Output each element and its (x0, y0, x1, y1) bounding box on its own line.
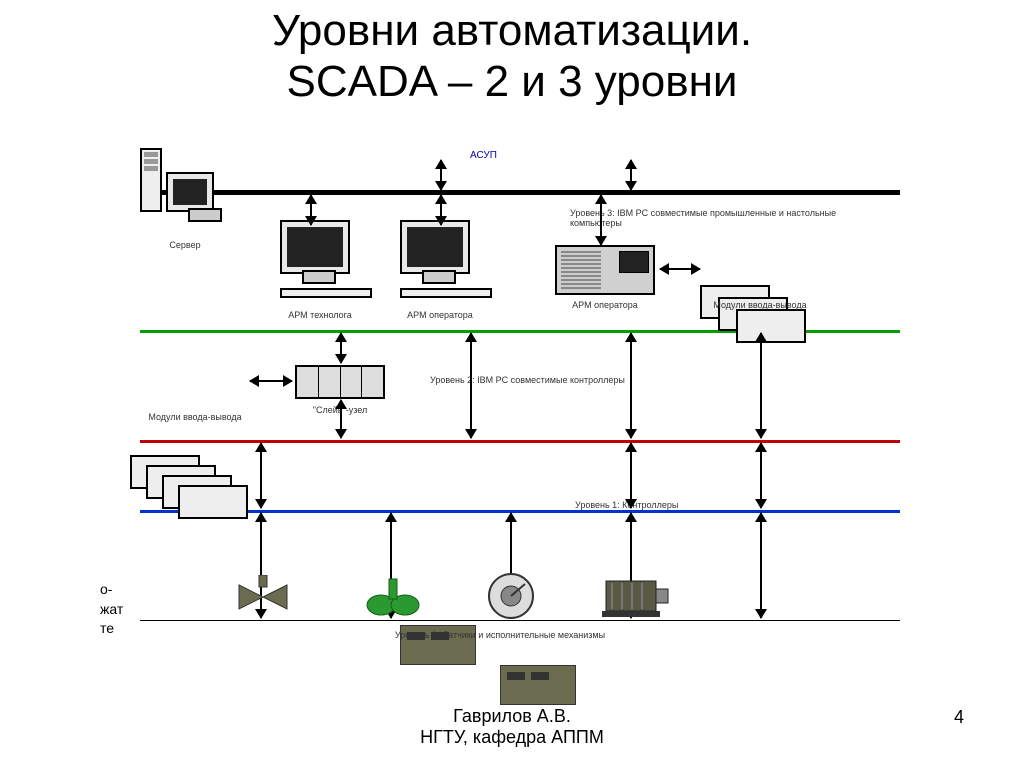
keyboard-icon (280, 288, 372, 298)
rack-grille-icon (561, 251, 601, 291)
footer: Гаврилов А.В. НГТУ, кафедра АППМ (0, 706, 1024, 748)
hconn-l2 (250, 380, 292, 382)
vconn-rb2 (630, 443, 632, 508)
title-line-1: Уровни автоматизации. (0, 6, 1024, 57)
vconn-slave-red (340, 400, 342, 438)
arm-op-label: АРМ оператора (390, 310, 490, 320)
arm-tech-label: АРМ технолога (270, 310, 370, 320)
page-number: 4 (954, 707, 964, 728)
io-modules-l2-label: Модули ввода-вывода (130, 412, 260, 422)
architecture-diagram: АСУП Сервер АРМ технолога АРМ оператора … (140, 150, 900, 670)
arm-tech-device (280, 220, 372, 298)
sensor-green (365, 575, 421, 624)
level3-label: Уровень 3: IBM PC совместимые промышленн… (570, 208, 890, 228)
arm-op-device (400, 220, 492, 298)
arm-tech-monitor-icon (280, 220, 350, 274)
vconn-t1 (310, 195, 312, 225)
level-1-bus-b (140, 510, 900, 513)
server-tower-icon (140, 148, 162, 212)
footer-author: Гаврилов А.В. (0, 706, 1024, 727)
slide-title: Уровни автоматизации. SCADA – 2 и 3 уров… (0, 0, 1024, 107)
level2-label: Уровень 2: IBM PC совместимые контроллер… (430, 375, 730, 385)
arm-op2-label: АРМ оператора (560, 300, 650, 310)
keyboard-icon (400, 288, 492, 298)
rack-screen-icon (619, 251, 649, 273)
io-modules-top-label: Модули ввода-вывода (700, 300, 820, 310)
vconn-rb1 (260, 443, 262, 508)
server-monitor-icon (166, 172, 214, 212)
vconn-rb3 (760, 443, 762, 508)
frag-2: жат (100, 600, 123, 620)
vconn-b5 (760, 513, 762, 618)
frag-1: о- (100, 580, 123, 600)
conn-asup-a (440, 160, 442, 190)
sensor-gauge (485, 570, 537, 627)
side-text-fragment: о- жат те (100, 580, 123, 639)
actuator-valve (235, 575, 291, 624)
vconn-t3 (600, 195, 602, 245)
footer-dept: НГТУ, кафедра АППМ (0, 727, 1024, 748)
vconn-g2 (470, 333, 472, 438)
arm-op-monitor-icon (400, 220, 470, 274)
actuator-motor (600, 573, 670, 624)
server-label: Сервер (150, 240, 220, 250)
title-line-2: SCADA – 2 и 3 уровни (0, 57, 1024, 108)
conn-asup-b (630, 160, 632, 190)
vconn-t2 (440, 195, 442, 225)
level-1-bus-a (140, 440, 900, 443)
vconn-g1 (340, 333, 342, 363)
level0-label: Уровень 0: Датчики и исполнительные меха… (340, 630, 660, 640)
io-modules-l2 (130, 455, 240, 515)
controller-2 (500, 665, 576, 705)
level1-label: Уровень 1: Контроллеры (575, 500, 755, 510)
arm-op-rack-device (555, 245, 655, 295)
hconn-top (660, 268, 700, 270)
frag-3: те (100, 619, 123, 639)
level-3-bus (140, 190, 900, 195)
vconn-g4 (760, 333, 762, 438)
vconn-g3 (630, 333, 632, 438)
server-device (140, 148, 214, 212)
asup-label: АСУП (470, 150, 497, 161)
slave-node (295, 365, 385, 399)
